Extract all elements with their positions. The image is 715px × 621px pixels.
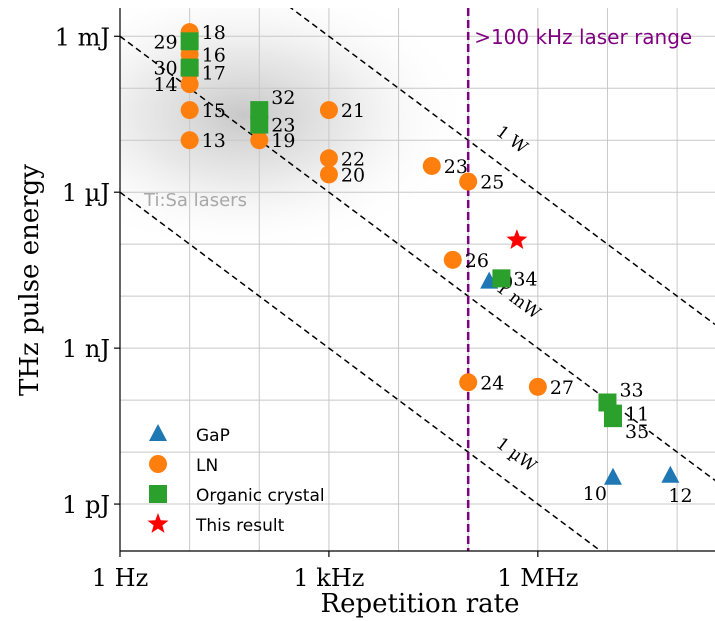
laser-range-label: >100 kHz laser range (474, 25, 692, 49)
data-point-label: 16 (202, 44, 226, 66)
data-point-label: 21 (341, 100, 365, 122)
data-point-label: 34 (513, 268, 537, 290)
data-point-label: 33 (619, 379, 643, 401)
legend-label: GaP (196, 426, 230, 446)
data-point-label: 19 (271, 130, 295, 152)
data-point (506, 229, 528, 249)
data-point (319, 101, 338, 120)
power-line (289, 8, 715, 326)
power-line (120, 35, 715, 481)
laser-range-marker: >100 kHz laser range (466, 8, 692, 551)
y-axis-label: THz pulse energy (15, 164, 45, 396)
legend-marker (149, 485, 167, 503)
data-point-label: 10 (583, 483, 607, 505)
data-point (528, 377, 547, 396)
data-point-label: 32 (271, 87, 295, 109)
power-line-label: 1 W (492, 122, 531, 158)
data-point (180, 32, 199, 51)
y-tick-label: 1 nJ (62, 335, 110, 363)
data-point (180, 58, 199, 77)
data-point (250, 101, 269, 120)
legend-label: Organic crystal (196, 486, 325, 506)
power-line (120, 191, 602, 551)
data-point-label: 23 (271, 115, 295, 137)
legend-label: LN (196, 456, 218, 476)
data-point (180, 101, 199, 120)
data-point-label: 23 (444, 156, 468, 178)
grid (120, 8, 715, 551)
data-point-label: 26 (465, 250, 489, 272)
data-point (422, 156, 441, 175)
data-point-label: 11 (625, 404, 649, 426)
axis-ticks: 1 Hz 1 kHz 1 MHz 1 pJ 1 nJ 1 µJ 1 mJ (55, 23, 579, 592)
x-axis-label: Repetition rate (321, 589, 520, 619)
data-point-label: 24 (480, 372, 504, 394)
x-tick-label: 1 kHz (293, 564, 364, 592)
data-point (180, 75, 199, 94)
data-point (319, 149, 338, 168)
y-tick-label: 1 µJ (62, 179, 110, 207)
tisa-glow: Ti:Sa lasers (120, 8, 474, 256)
legend-label: This result (195, 516, 285, 536)
legend-marker (149, 455, 167, 473)
plot-frame (119, 8, 715, 552)
data-point (443, 250, 462, 269)
data-point (250, 115, 269, 134)
y-tick-label: 1 mJ (55, 23, 110, 51)
data-point-label: 12 (668, 485, 692, 507)
legend-marker (147, 513, 169, 533)
data-point-label: 14 (153, 74, 177, 96)
power-line-label: 1 µW (492, 434, 540, 477)
tisa-label: Ti:Sa lasers (143, 190, 247, 211)
data-point (603, 467, 622, 485)
x-tick-label: 1 Hz (92, 564, 148, 592)
data-point-label: 13 (202, 130, 226, 152)
legend: GaP LN Organic crystal This result (147, 424, 325, 536)
data-point (603, 409, 622, 428)
legend-marker (149, 424, 167, 441)
data-point (492, 269, 511, 288)
data-point-label: 15 (202, 100, 226, 122)
y-tick-label: 1 pJ (62, 491, 110, 519)
data-point-label: 30 (153, 58, 177, 80)
data-point-label: 17 (202, 63, 226, 85)
data-point (661, 465, 680, 483)
data-point-label: 20 (341, 164, 365, 186)
data-point-label: 29 (153, 31, 177, 53)
data-point-label: 18 (202, 22, 226, 44)
data-point (459, 373, 478, 392)
data-points: 9101218161714151319212220232526242729303… (153, 22, 692, 507)
data-point (459, 172, 478, 191)
data-point (250, 131, 269, 150)
data-point (180, 131, 199, 150)
data-point-label: 27 (550, 377, 574, 399)
data-point-label: 25 (480, 172, 504, 194)
data-point-label: 22 (341, 148, 365, 170)
data-point (319, 165, 338, 184)
data-point-label: 35 (625, 421, 649, 443)
x-tick-label: 1 MHz (497, 564, 578, 592)
tisa-glow-ellipse (120, 8, 474, 256)
